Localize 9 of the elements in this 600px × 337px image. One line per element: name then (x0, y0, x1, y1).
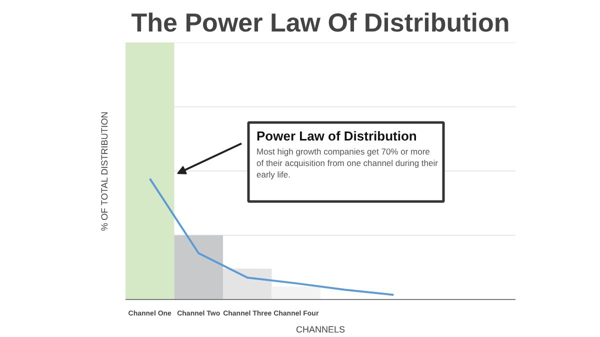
x-axis-title: CHANNELS (296, 324, 346, 334)
bar (126, 42, 174, 300)
bar (223, 268, 272, 300)
bar (272, 286, 320, 300)
chart-title: The Power Law Of Distribution (131, 8, 510, 38)
bar (174, 235, 223, 300)
annotation: Most high growth companies get 70% or more of their acquisition from one channel during their early life. (256, 146, 438, 180)
annotation: Power Law of Distribution (256, 128, 417, 144)
y-axis-title: % OF TOTAL DISTRIBUTION (100, 112, 110, 231)
